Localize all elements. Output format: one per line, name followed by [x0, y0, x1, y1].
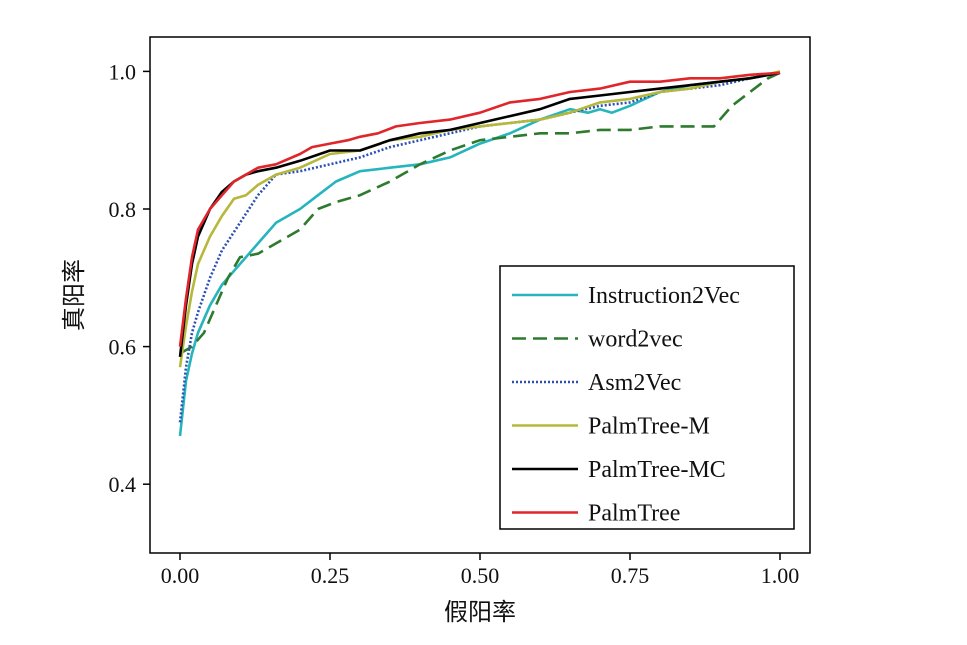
- y-tick-label: 1.0: [109, 59, 137, 84]
- x-axis-ticks: 0.00 0.25 0.50 0.75 1.00: [161, 553, 800, 588]
- legend-label-palmtree: PalmTree: [588, 501, 680, 527]
- y-tick-label: 0.8: [109, 197, 137, 222]
- x-tick-label: 0.25: [311, 563, 350, 588]
- x-axis-label: 假阳率: [444, 598, 516, 626]
- legend-label-asm2vec: Asm2Vec: [588, 370, 681, 396]
- y-axis-label: 真阳率: [60, 259, 88, 331]
- x-tick-label: 0.50: [461, 563, 500, 588]
- legend: Instruction2Vec word2vec Asm2Vec PalmTree-M…: [499, 265, 795, 530]
- legend-label-palmtree-mc: PalmTree-MC: [588, 457, 726, 483]
- series-palmtree: [178, 71, 781, 347]
- x-tick-label: 0.00: [161, 563, 200, 588]
- legend-items: Instruction2Vec word2vec Asm2Vec PalmTree-M…: [512, 283, 740, 527]
- x-tick-label: 0.75: [611, 563, 650, 588]
- y-axis-ticks: 0.4 0.6 0.8 1.0: [109, 59, 150, 497]
- x-tick-label: 1.00: [761, 563, 800, 588]
- y-tick-label: 0.6: [109, 335, 137, 360]
- legend-label-word2vec: word2vec: [588, 327, 683, 353]
- series-instruction2vec: [178, 71, 781, 437]
- legend-label-instruction2vec: Instruction2Vec: [588, 283, 740, 309]
- series-layer: [178, 70, 781, 437]
- series-asm2vec: [178, 71, 781, 423]
- legend-box: [499, 265, 795, 530]
- legend-label-palmtree-m: PalmTree-M: [588, 414, 710, 440]
- series-word2vec: [179, 71, 781, 355]
- y-tick-label: 0.4: [109, 472, 137, 497]
